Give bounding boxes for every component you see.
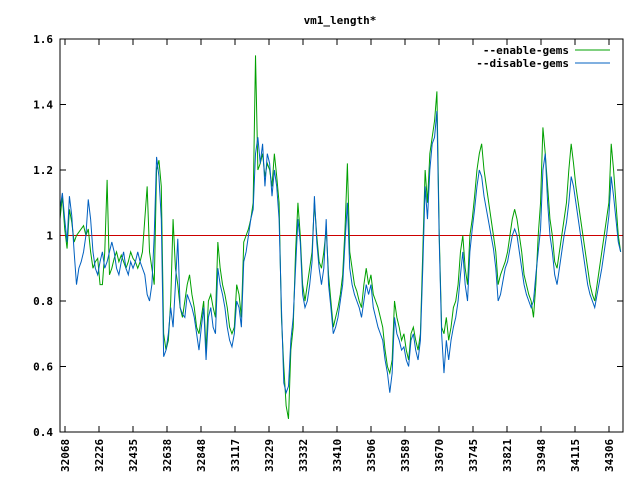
y-tick-label: 1.6 bbox=[33, 33, 53, 46]
x-tick-label: 32638 bbox=[161, 439, 174, 472]
y-tick-label: 0.4 bbox=[33, 426, 53, 439]
x-tick-label: 32848 bbox=[195, 439, 208, 472]
x-tick-label: 33745 bbox=[467, 439, 480, 472]
y-tick-label: 1.2 bbox=[33, 164, 53, 177]
series-line-enable-gems bbox=[59, 55, 622, 419]
x-tick-label: 33506 bbox=[365, 439, 378, 472]
legend: --enable-gems--disable-gems bbox=[476, 44, 610, 70]
x-tick-label: 33948 bbox=[535, 439, 548, 472]
x-tick-label: 34306 bbox=[603, 439, 616, 472]
x-tick-label: 32226 bbox=[93, 439, 106, 472]
y-tick-label: 1.4 bbox=[33, 99, 53, 112]
x-tick-label: 33410 bbox=[331, 439, 344, 472]
x-tick-label: 34115 bbox=[569, 439, 582, 472]
y-tick-label: 1 bbox=[46, 230, 53, 243]
x-axis-ticks: 32068 32226 32435 32638 32848 33117 33229 33332… bbox=[59, 39, 616, 472]
x-tick-label: 33332 bbox=[297, 439, 310, 472]
y-tick-label: 0.8 bbox=[33, 295, 53, 308]
y-tick-label: 0.6 bbox=[33, 361, 53, 374]
x-tick-label: 32068 bbox=[59, 439, 72, 472]
x-tick-label: 33229 bbox=[263, 439, 276, 472]
x-tick-label: 33821 bbox=[501, 439, 514, 472]
x-tick-label: 33117 bbox=[229, 439, 242, 472]
plot-frame bbox=[59, 38, 624, 433]
x-tick-label: 32435 bbox=[127, 439, 140, 472]
series-layer bbox=[59, 55, 622, 419]
x-tick-label: 33670 bbox=[433, 439, 446, 472]
x-tick-label: 33589 bbox=[399, 439, 412, 472]
legend-label: --disable-gems bbox=[476, 57, 569, 70]
series-line-disable-gems bbox=[59, 111, 622, 395]
legend-label: --enable-gems bbox=[483, 44, 569, 57]
chart-title: vm1_length* bbox=[304, 14, 377, 27]
